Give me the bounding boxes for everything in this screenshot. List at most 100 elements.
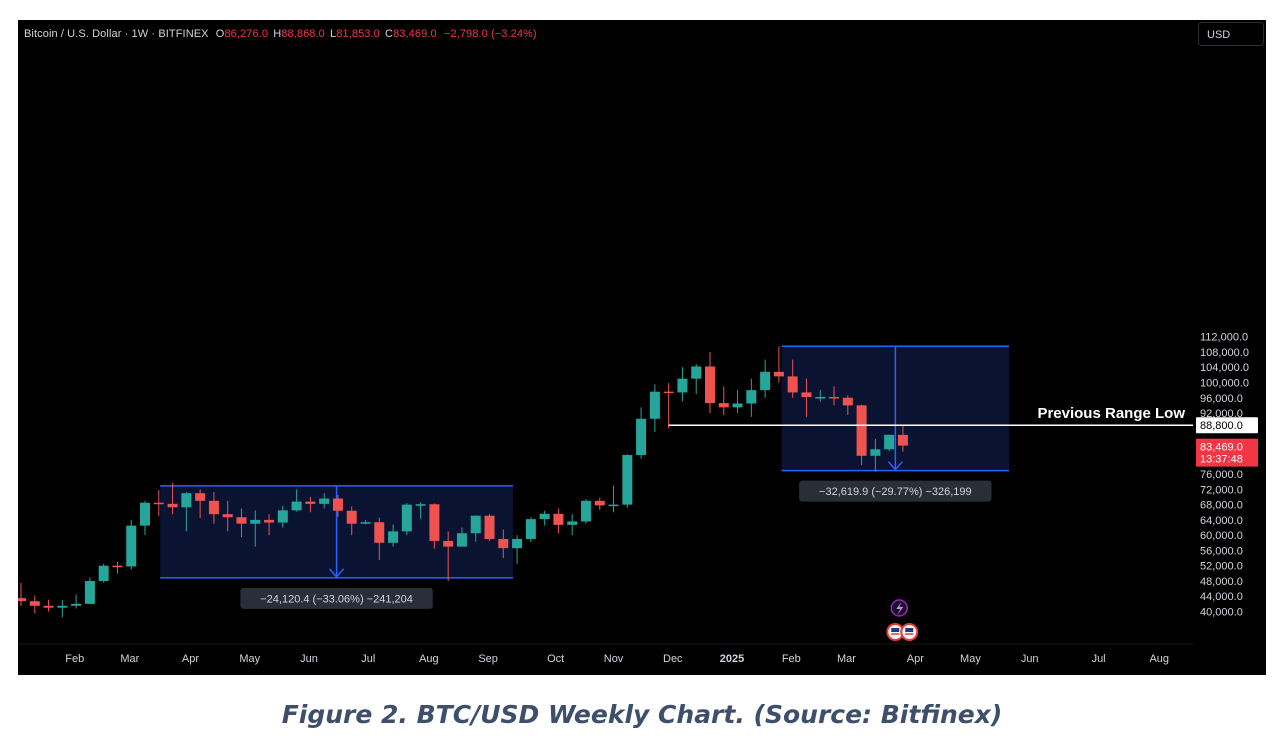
range-boxes	[160, 345, 1010, 579]
candle	[539, 510, 550, 526]
time-tick-label: Aug	[419, 653, 439, 665]
candle-body	[553, 513, 564, 525]
ohlc-close-label: C	[385, 28, 394, 40]
candle-body	[71, 603, 82, 606]
candle-body	[57, 605, 68, 608]
candle	[84, 577, 95, 604]
candle	[153, 490, 164, 517]
candle-body	[773, 371, 784, 377]
candle	[691, 364, 702, 394]
ohlc-close-value: 83,469.0	[393, 28, 437, 40]
candle	[57, 600, 68, 618]
candle	[305, 496, 316, 513]
candle-body	[346, 510, 357, 524]
ohlc-low-label: L	[330, 28, 337, 40]
price-tick-label: 92,000.0	[1200, 408, 1243, 420]
candle	[732, 390, 743, 414]
candle	[332, 495, 343, 517]
time-tick-label: Mar	[837, 653, 856, 665]
candle	[622, 454, 633, 508]
symbol-title: Bitcoin / U.S. Dollar · 1W · BITFINEX	[24, 28, 209, 40]
candle-body	[291, 501, 302, 511]
time-tick-label: Nov	[604, 653, 624, 665]
candle-body	[208, 500, 219, 515]
candle	[787, 359, 798, 398]
candle-body	[112, 565, 123, 568]
candle	[140, 500, 151, 536]
price-tick-label: 56,000.0	[1200, 545, 1243, 557]
candle	[897, 424, 908, 452]
lightning-glyph-icon	[896, 602, 904, 615]
range-arrow-head	[328, 568, 345, 579]
candle-countdown-label: 13:37:48	[1200, 454, 1243, 466]
ohlc-high-value: 88,868.0	[281, 28, 325, 40]
price-tick-label: 100,000.0	[1200, 377, 1249, 389]
candle-body	[415, 504, 426, 506]
candle-body	[746, 390, 757, 404]
currency-button[interactable]: USD	[1198, 22, 1264, 46]
candle-body	[856, 405, 867, 456]
candle	[29, 595, 40, 614]
candle	[222, 500, 233, 532]
candle	[112, 561, 123, 574]
candle-body	[470, 515, 481, 534]
candle	[636, 407, 647, 459]
time-tick-label: Feb	[782, 653, 801, 665]
candle	[250, 510, 261, 547]
candle-body	[140, 502, 151, 526]
price-tick-label: 44,000.0	[1200, 591, 1243, 603]
time-tick-label: Oct	[547, 653, 564, 665]
chart-panel[interactable]: −24,120.4 (−33.06%) −241,204 −32,619.9 (−…	[18, 20, 1266, 675]
candle-body	[539, 513, 550, 520]
candle-body	[250, 519, 261, 524]
candle-body	[305, 501, 316, 504]
candle-body	[167, 503, 178, 508]
candle-body	[98, 565, 109, 581]
candle-body	[43, 605, 54, 608]
candle	[842, 395, 853, 415]
candle	[43, 599, 54, 612]
candle	[718, 386, 729, 415]
candle	[512, 535, 523, 564]
candle	[195, 489, 206, 518]
candle-body	[760, 371, 771, 391]
price-tick-label: 60,000.0	[1200, 530, 1243, 542]
candle-body	[787, 376, 798, 393]
price-tick-label: 72,000.0	[1200, 484, 1243, 496]
candle	[415, 502, 426, 520]
candle-body	[388, 531, 399, 543]
candle	[167, 482, 178, 515]
previous-range-low-label: Previous Range Low	[1037, 405, 1185, 422]
candle	[401, 503, 412, 536]
candle-body	[456, 533, 467, 547]
candle	[291, 489, 302, 512]
candle-body	[622, 455, 633, 505]
candle-body	[718, 403, 729, 408]
candle	[773, 346, 784, 383]
candle-body	[732, 403, 743, 408]
candle-body	[222, 514, 233, 518]
candle-body	[580, 500, 591, 522]
candle	[884, 434, 895, 452]
range-label-bg	[240, 587, 433, 609]
candle	[705, 351, 715, 414]
candle	[456, 527, 467, 547]
time-tick-label: 2025	[720, 653, 744, 665]
candle-body	[498, 538, 509, 549]
candle-body	[374, 522, 385, 543]
range-measure-label: −24,120.4 (−33.06%) −241,204	[260, 593, 413, 605]
time-tick-label: May	[239, 653, 260, 665]
time-tick-label: Jul	[361, 653, 375, 665]
candle-body	[29, 601, 40, 606]
candle-body	[360, 522, 371, 524]
candle-body	[277, 510, 288, 523]
price-tick-label: 52,000.0	[1200, 561, 1243, 573]
price-tick-label: 68,000.0	[1200, 500, 1243, 512]
candle-body	[691, 366, 702, 379]
time-tick-label: Sep	[478, 653, 498, 665]
range-arrow-head	[887, 461, 903, 471]
candle-body	[484, 515, 495, 539]
candle	[484, 514, 495, 541]
candlestick-chart[interactable]: −24,120.4 (−33.06%) −241,204 −32,619.9 (−…	[18, 20, 1266, 675]
time-tick-label: Jul	[1092, 653, 1106, 665]
